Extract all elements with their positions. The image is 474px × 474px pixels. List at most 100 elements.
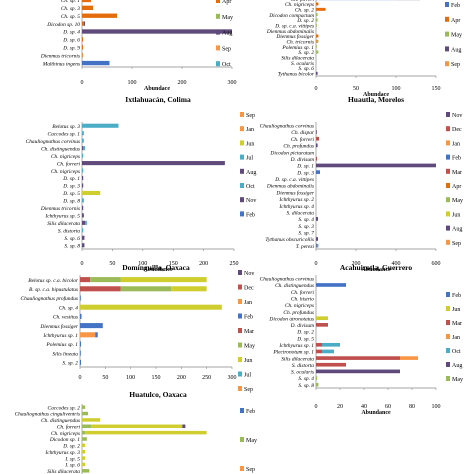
bar-segment: [316, 237, 318, 241]
x-tick-label: 50: [102, 375, 108, 381]
bar-segment: [82, 235, 85, 240]
legend-label: Aug: [222, 31, 232, 37]
bar-segment: [82, 13, 117, 18]
bar-segment: [316, 23, 317, 27]
legend-label: Feb: [451, 3, 460, 9]
category-label: D. divisum: [290, 157, 314, 163]
category-label: S. ocularis: [291, 61, 314, 67]
category-label: Belotus sp. c.a. bicolor: [28, 278, 79, 284]
legend-label: Jul: [246, 156, 253, 162]
bar-segment: [120, 277, 207, 283]
legend-swatch: [446, 362, 450, 367]
x-tick-label: 100: [138, 261, 147, 267]
category-label: Ch. forreri: [57, 160, 81, 167]
bar-segment: [80, 313, 82, 319]
x-tick-label: 300: [228, 80, 237, 86]
category-label: B. sp. c.a. bipustulatus: [29, 287, 78, 293]
panel-1: Ch. sp. 1 Ch. sp. 3 Ch. sp. 5 Dicodon sp. 1…: [40, 0, 237, 92]
bar-segment: [316, 13, 318, 17]
legend-swatch: [446, 239, 450, 245]
legend-label: Apr: [452, 184, 461, 190]
bar-segment: [316, 156, 317, 161]
x-tick-label: 250: [202, 375, 211, 381]
category-label: D. sp. 2: [296, 18, 314, 24]
bar-segment: [316, 316, 328, 321]
category-label: Ch. forreri: [291, 0, 315, 3]
bar-segment: [80, 295, 81, 301]
legend-label: May: [452, 377, 463, 383]
bar-segment: [82, 29, 232, 34]
bar-segment: [85, 220, 87, 225]
category-label: Tythanus obscuricollis: [265, 237, 314, 243]
bar-segment: [82, 424, 92, 429]
category-label: D. sp. 5: [296, 336, 314, 342]
x-tick-label: 0: [79, 375, 82, 381]
bar-segment: [316, 342, 322, 347]
legend-swatch: [240, 168, 244, 174]
bar-segment: [82, 161, 225, 166]
category-label: Ch. nigriceps: [51, 154, 80, 160]
bar-segment: [316, 136, 319, 141]
legend-label: Aug: [451, 47, 461, 53]
legend-swatch: [446, 112, 450, 117]
bar-segment: [316, 7, 326, 11]
category-label: Chauliognathus cinguliventris: [15, 412, 80, 418]
category-label: Ch. sp. 1: [61, 0, 80, 4]
legend-swatch: [446, 306, 450, 311]
legend-label: Dec: [452, 127, 462, 133]
bar-segment: [316, 356, 400, 360]
legend-swatch: [446, 225, 450, 231]
bar-segment: [82, 175, 84, 181]
category-label: Dicodon atronotatus: [268, 316, 314, 322]
category-label: D. sp. c.a. vittipes: [274, 24, 314, 30]
category-label: Polemius sp. 1: [45, 342, 78, 348]
x-tick-label: 0: [81, 261, 84, 267]
bar-segment: [82, 146, 84, 151]
legend-label: Oct: [452, 349, 461, 355]
bar-segment: [316, 130, 317, 134]
legend-label: Sep: [452, 241, 461, 247]
category-label: Caccodes sp. 2: [48, 405, 81, 411]
bar-segment: [82, 220, 86, 225]
legend-label: May: [222, 15, 233, 21]
bar-segment: [82, 228, 84, 233]
legend-label: Nov: [452, 113, 462, 119]
legend-label: Feb: [246, 409, 255, 415]
category-label: S. sp. 2: [62, 361, 78, 367]
category-label: D. sp. 2: [62, 444, 80, 450]
x-tick-label: 80: [409, 404, 415, 410]
category-label: D. sp. 1: [62, 176, 80, 182]
category-label: Chauliognathus corvinus: [26, 139, 80, 145]
bar-segment: [82, 430, 86, 435]
bar-segment: [316, 45, 317, 49]
bar-segment: [82, 190, 101, 196]
category-label: Silis dilacerata: [281, 356, 314, 362]
category-label: D. sp. 9: [62, 45, 80, 51]
x-tick-label: 40: [361, 404, 367, 410]
category-label: S. sp. 2: [298, 50, 314, 56]
legend-swatch: [216, 13, 220, 19]
bar-segment: [83, 146, 86, 151]
category-label: Chauliognathus profundus: [21, 295, 78, 302]
legend-label: Jun: [452, 307, 460, 313]
bar-segment: [82, 138, 84, 143]
category-label: Dienmus fossiger: [39, 323, 78, 330]
bar-segment: [316, 143, 318, 148]
category-label: Malthinus ingens: [42, 61, 80, 67]
bar-segment: [82, 153, 84, 158]
bar-segment: [82, 60, 110, 66]
legend-label: May: [244, 344, 255, 350]
category-label: T. perezi: [296, 244, 315, 250]
bar-segment: [80, 332, 96, 338]
bar-segment: [120, 286, 172, 292]
category-label: Ch. sp. 2: [295, 8, 314, 14]
legend-swatch: [446, 197, 450, 203]
legend-swatch: [238, 270, 242, 275]
legend-label: Dec: [244, 286, 254, 292]
legend-swatch: [446, 292, 450, 297]
category-label: D. sp. 5: [62, 191, 80, 197]
x-axis-label: Abundance: [143, 267, 173, 273]
legend-swatch: [446, 168, 450, 174]
legend-label: Jan: [452, 335, 460, 341]
